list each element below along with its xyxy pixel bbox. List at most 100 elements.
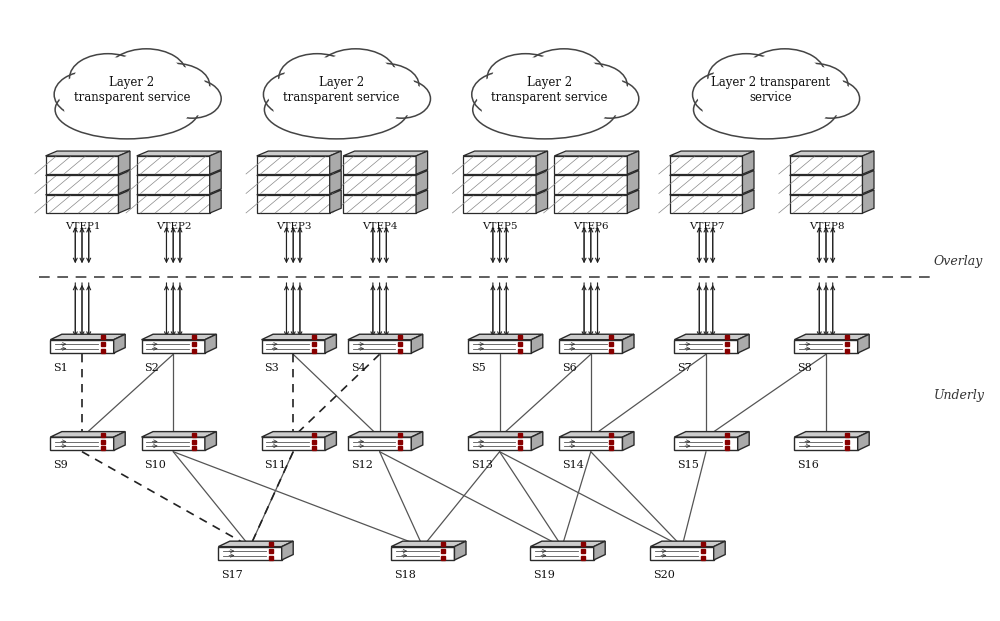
Polygon shape	[348, 437, 411, 450]
Polygon shape	[50, 437, 114, 450]
Ellipse shape	[697, 75, 757, 115]
Text: S15: S15	[677, 460, 699, 470]
Polygon shape	[627, 171, 639, 194]
Polygon shape	[468, 340, 531, 353]
Polygon shape	[858, 432, 869, 450]
Polygon shape	[554, 190, 639, 195]
Polygon shape	[554, 171, 639, 175]
Polygon shape	[463, 151, 548, 156]
Polygon shape	[411, 432, 423, 450]
Polygon shape	[416, 171, 428, 194]
Polygon shape	[554, 156, 627, 174]
Polygon shape	[554, 151, 639, 156]
Ellipse shape	[779, 63, 848, 107]
Polygon shape	[210, 151, 221, 174]
Polygon shape	[536, 171, 548, 194]
Ellipse shape	[70, 53, 146, 102]
Text: VTEP6: VTEP6	[574, 222, 609, 231]
Polygon shape	[790, 151, 874, 156]
Polygon shape	[348, 340, 411, 353]
Ellipse shape	[55, 81, 199, 139]
Polygon shape	[416, 190, 428, 213]
Polygon shape	[137, 171, 221, 175]
Polygon shape	[343, 171, 428, 175]
Ellipse shape	[558, 63, 627, 107]
Polygon shape	[262, 340, 325, 353]
Polygon shape	[670, 171, 754, 175]
Text: S8: S8	[797, 363, 812, 373]
Polygon shape	[46, 195, 118, 213]
Polygon shape	[46, 151, 130, 156]
Ellipse shape	[268, 75, 328, 115]
Ellipse shape	[279, 53, 356, 102]
Text: S11: S11	[264, 460, 286, 470]
Polygon shape	[343, 156, 416, 174]
Polygon shape	[794, 340, 858, 353]
Text: Layer 2
transparent service: Layer 2 transparent service	[491, 76, 608, 104]
Polygon shape	[794, 437, 858, 450]
Text: S7: S7	[677, 363, 692, 373]
Polygon shape	[114, 334, 125, 353]
Ellipse shape	[315, 49, 396, 100]
Polygon shape	[454, 541, 466, 560]
Ellipse shape	[284, 57, 351, 99]
Ellipse shape	[64, 84, 190, 135]
Polygon shape	[554, 195, 627, 213]
Ellipse shape	[141, 63, 210, 107]
Polygon shape	[343, 190, 428, 195]
Polygon shape	[118, 151, 130, 174]
Polygon shape	[46, 171, 130, 175]
Polygon shape	[858, 334, 869, 353]
Polygon shape	[670, 151, 754, 156]
Polygon shape	[536, 190, 548, 213]
Polygon shape	[257, 171, 341, 175]
Ellipse shape	[585, 82, 635, 116]
Polygon shape	[118, 190, 130, 213]
Polygon shape	[343, 151, 428, 156]
Polygon shape	[790, 156, 862, 174]
Polygon shape	[738, 432, 749, 450]
Text: VTEP8: VTEP8	[809, 222, 844, 231]
Polygon shape	[325, 334, 336, 353]
Polygon shape	[114, 432, 125, 450]
Ellipse shape	[713, 57, 780, 99]
Ellipse shape	[694, 81, 838, 139]
Text: Layer 2
transparent service: Layer 2 transparent service	[74, 76, 190, 104]
Polygon shape	[137, 156, 210, 174]
Text: VTEP5: VTEP5	[482, 222, 518, 231]
Polygon shape	[468, 432, 543, 437]
Ellipse shape	[749, 52, 820, 97]
Polygon shape	[559, 334, 634, 340]
Polygon shape	[674, 334, 749, 340]
Ellipse shape	[373, 79, 430, 118]
Polygon shape	[46, 190, 130, 195]
Ellipse shape	[167, 82, 218, 116]
Polygon shape	[411, 334, 423, 353]
Polygon shape	[790, 175, 862, 194]
Polygon shape	[559, 340, 622, 353]
Polygon shape	[50, 340, 114, 353]
Ellipse shape	[74, 57, 142, 99]
Polygon shape	[714, 541, 725, 560]
Ellipse shape	[473, 81, 617, 139]
Text: S13: S13	[471, 460, 493, 470]
Ellipse shape	[263, 71, 333, 117]
Polygon shape	[416, 151, 428, 174]
Polygon shape	[790, 195, 862, 213]
Polygon shape	[348, 432, 423, 437]
Polygon shape	[257, 156, 330, 174]
Polygon shape	[622, 334, 634, 353]
Polygon shape	[325, 432, 336, 450]
Polygon shape	[210, 190, 221, 213]
Polygon shape	[257, 175, 330, 194]
Polygon shape	[137, 151, 221, 156]
Polygon shape	[46, 156, 118, 174]
Polygon shape	[142, 432, 216, 437]
Polygon shape	[554, 175, 627, 194]
Text: S18: S18	[394, 569, 416, 580]
Ellipse shape	[487, 53, 564, 102]
Ellipse shape	[476, 75, 537, 115]
Ellipse shape	[802, 79, 860, 118]
Text: S16: S16	[797, 460, 819, 470]
Polygon shape	[137, 190, 221, 195]
